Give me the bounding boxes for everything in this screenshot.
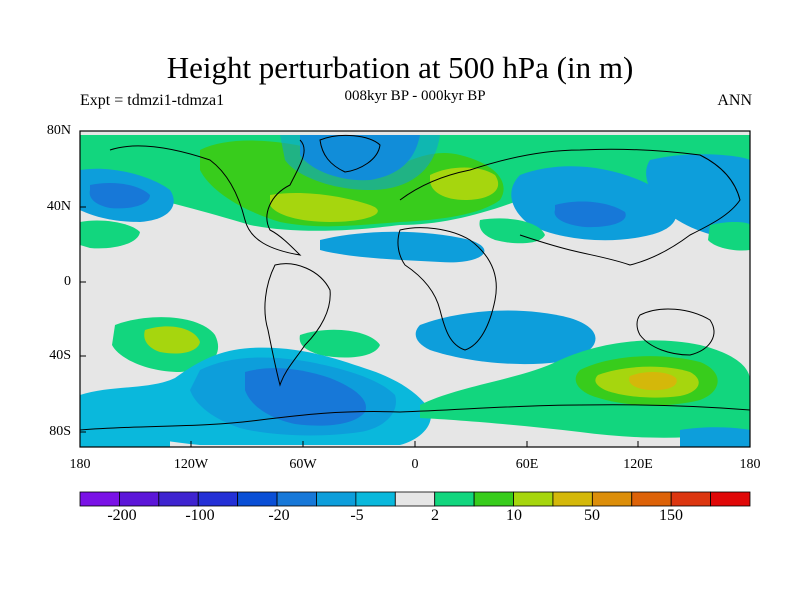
colorbar-box [552,491,593,507]
colorbar-box [434,491,475,507]
contour-asia-darkblue [554,201,626,228]
contour-antarctic-darkblue [245,368,366,426]
map-panel [80,131,750,447]
contour-spacific-blue-e [680,427,750,447]
period-label: 008kyr BP - 000kyr BP [344,88,486,104]
colorbar-box [473,491,514,507]
colorbar-box [394,491,436,507]
coastlines [80,135,750,431]
map-title: Height perturbation at 500 hPa (in m) [166,50,634,85]
coast-africa [397,227,497,351]
contour-npacific-darkblue [89,183,150,209]
colorbar-box [237,491,278,507]
colorbar-label: -5 [350,507,364,524]
contour-atlantic-blue [320,231,485,263]
lat-label-80n: 80N [46,123,71,138]
contour-arctic-lightblue [280,135,440,190]
colorbar [79,491,751,507]
lat-label-40n: 40N [46,199,71,214]
contour-eastasia-blue [646,154,750,240]
colorbar-box [158,491,199,507]
lon-label-120e: 120E [623,457,653,472]
lat-label-80s: 80S [49,424,71,439]
contour-soceania-gold [629,372,677,391]
colorbar-box [710,491,751,507]
contour-pacific-green-e [708,221,750,251]
lon-label-180w: 180 [69,457,91,472]
lon-label-60e: 60E [515,457,539,472]
coast-antarctica [80,404,750,431]
colorbar-label: 10 [506,507,522,524]
colorbar-box [591,491,633,507]
coast-north-america [109,139,305,256]
contour-arabia-green [479,218,545,244]
colorbar-label: 50 [584,507,600,524]
colorbar-box [513,491,554,507]
coast-australia [636,308,715,356]
lon-label-0: 0 [411,457,419,472]
lat-label-0: 0 [64,274,71,289]
coast-eurasia [399,148,741,266]
contour-spacific-yellowgreen [144,326,200,354]
colorbar-box [79,491,120,507]
colorbar-box [355,491,396,507]
colorbar-box [316,491,357,507]
colorbar-label: -100 [185,507,215,524]
contour-nh-yellowgreen [270,193,378,222]
coast-greenland [319,135,381,173]
lat-label-40s: 40S [49,348,71,363]
colorbar-label: -200 [107,507,137,524]
lon-label-60w: 60W [289,457,317,472]
experiment-label: Expt = tdmzi1-tdmza1 [80,92,225,109]
season-label: ANN [717,92,752,109]
colorbar-box [631,491,672,507]
colorbar-box [197,491,239,507]
contour-satlantic-green [299,329,380,358]
colorbar-box [276,491,317,507]
contour-pacific-green-w [80,220,140,249]
colorbar-label: 2 [431,507,439,524]
axis-ticks [79,130,751,447]
colorbar-box [670,491,711,507]
colorbar-label: -20 [268,507,290,524]
contour-sio-blue [415,310,596,365]
lon-label-180e: 180 [739,457,761,472]
colorbar-box [119,491,160,507]
colorbar-label: 150 [659,507,683,524]
coast-south-america [264,263,331,387]
lon-label-120w: 120W [173,457,209,472]
contour-sw-blue [80,423,170,447]
